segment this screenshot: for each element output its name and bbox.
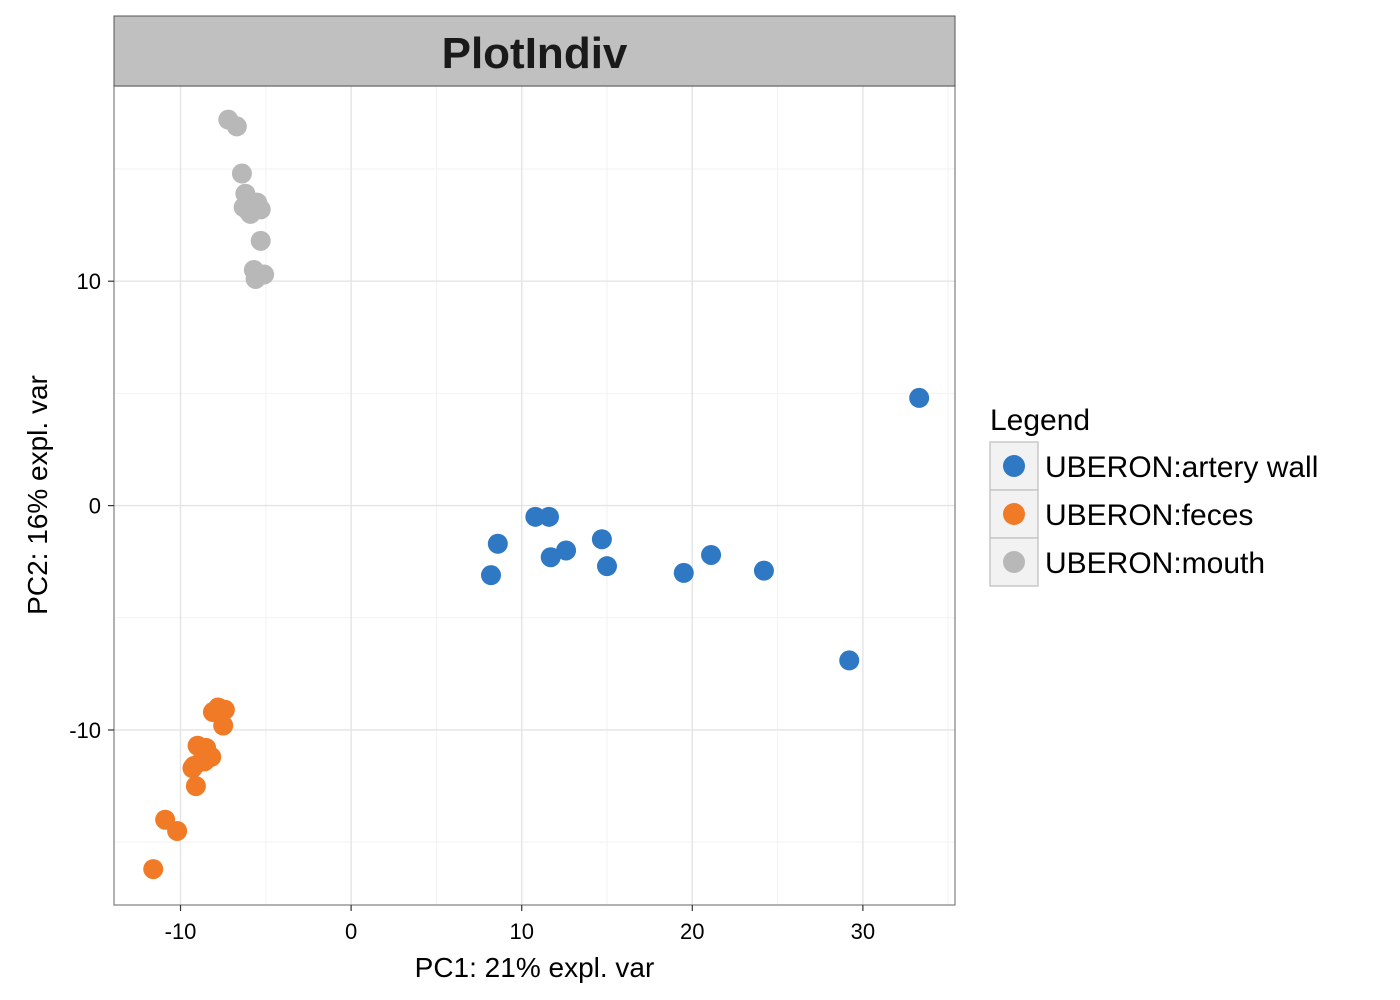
- x-tick-label: -10: [165, 919, 197, 944]
- legend-label-uberon-feces: UBERON:feces: [1045, 499, 1253, 532]
- legend-swatch-uberon-mouth: [1003, 551, 1025, 573]
- data-point-uberon-feces: [182, 758, 203, 779]
- data-point-uberon-mouth: [250, 230, 271, 251]
- legend-label-uberon-artery-wall: UBERON:artery wall: [1045, 451, 1318, 484]
- data-point-uberon-artery-wall: [909, 387, 930, 408]
- title-strip: [113, 15, 956, 87]
- y-tick-label: -10: [69, 718, 101, 743]
- data-point-uberon-artery-wall: [556, 540, 577, 561]
- x-tick-label: 10: [509, 919, 533, 944]
- legend-label-uberon-mouth: UBERON:mouth: [1045, 547, 1265, 580]
- y-tick-label: 10: [77, 269, 101, 294]
- data-point-uberon-mouth: [226, 116, 247, 137]
- legend: Legend UBERON:artery wall UBERON:feces UBE…: [989, 404, 1318, 587]
- legend-swatch-uberon-artery-wall: [1003, 455, 1025, 477]
- chart-title: PlotIndiv: [442, 29, 628, 78]
- x-axis-title: PC1: 21% expl. var: [415, 952, 655, 983]
- legend-title: Legend: [990, 404, 1090, 437]
- data-point-uberon-artery-wall: [753, 560, 774, 581]
- data-point-uberon-feces: [185, 776, 206, 797]
- data-point-uberon-feces: [167, 820, 188, 841]
- data-point-uberon-mouth: [231, 163, 252, 184]
- data-point-uberon-artery-wall: [540, 547, 561, 568]
- x-tick-label: 0: [345, 919, 357, 944]
- data-point-uberon-artery-wall: [487, 533, 508, 554]
- legend-key-uberon-feces: [989, 489, 1039, 539]
- data-point-uberon-artery-wall: [597, 556, 617, 577]
- x-tick-label: 30: [851, 919, 875, 944]
- data-point-uberon-mouth: [238, 201, 259, 222]
- data-point-uberon-artery-wall: [591, 529, 612, 550]
- y-axis-title: PC2: 16% expl. var: [22, 375, 53, 615]
- data-points: [143, 109, 930, 880]
- data-point-uberon-mouth: [245, 268, 266, 289]
- data-point-uberon-artery-wall: [673, 562, 694, 583]
- data-point-uberon-feces: [143, 859, 164, 880]
- data-point-uberon-artery-wall: [481, 565, 501, 586]
- legend-swatch-uberon-feces: [1003, 503, 1025, 525]
- data-point-uberon-artery-wall: [701, 544, 722, 565]
- data-point-uberon-artery-wall: [525, 506, 546, 527]
- data-point-uberon-feces: [213, 715, 234, 736]
- data-point-uberon-artery-wall: [839, 650, 860, 671]
- y-tick-label: 0: [89, 494, 101, 519]
- x-tick-label: 20: [680, 919, 704, 944]
- grid: [114, 86, 955, 905]
